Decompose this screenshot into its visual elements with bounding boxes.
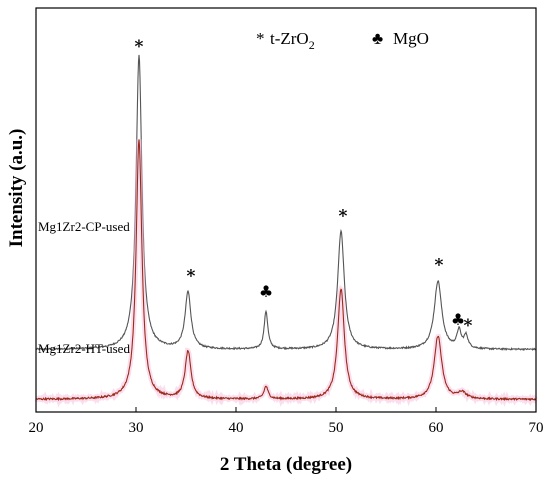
mgo-peak-marker: ♣ <box>259 282 273 301</box>
x-tick-label: 20 <box>29 420 44 436</box>
legend-zro2-text: t-ZrO <box>270 29 309 48</box>
zro2-peak-marker: * <box>464 316 473 336</box>
series-label-ht: Mg1Zr2-HT-used <box>38 341 130 356</box>
legend: * t-ZrO2 ♣ MgO <box>256 29 429 52</box>
x-tick-label: 40 <box>229 420 244 436</box>
zro2-peak-marker: * <box>187 266 196 286</box>
zro2-peak-marker: * <box>435 256 444 276</box>
legend-zro2-subscript: 2 <box>309 38 315 52</box>
x-tick-label: 30 <box>129 420 144 436</box>
series-line-cp <box>35 54 537 352</box>
legend-zro2-label: t-ZrO2 <box>270 29 315 52</box>
plot-frame <box>35 7 537 413</box>
zro2-peak-marker: * <box>135 37 144 57</box>
series-glow <box>34 139 538 408</box>
x-axis-ticks: 20 30 40 50 60 70 <box>29 407 544 436</box>
x-tick-label: 70 <box>529 420 544 436</box>
zro2-peak-marker: * <box>339 206 348 226</box>
series-line-ht <box>35 139 537 402</box>
mgo-peak-marker: ♣ <box>451 310 465 329</box>
x-axis-title: 2 Theta (degree) <box>220 454 352 475</box>
legend-mgo-symbol: ♣ <box>372 29 383 48</box>
peak-markers: **♣**♣* <box>135 37 473 336</box>
legend-mgo-label: MgO <box>393 29 429 48</box>
series-label-cp: Mg1Zr2-CP-used <box>38 219 130 234</box>
series-curves <box>34 54 538 408</box>
x-tick-label: 50 <box>329 420 344 436</box>
y-axis-title: Intensity (a.u.) <box>6 129 27 248</box>
legend-zro2-symbol: * <box>256 29 265 48</box>
x-tick-label: 60 <box>429 420 444 436</box>
